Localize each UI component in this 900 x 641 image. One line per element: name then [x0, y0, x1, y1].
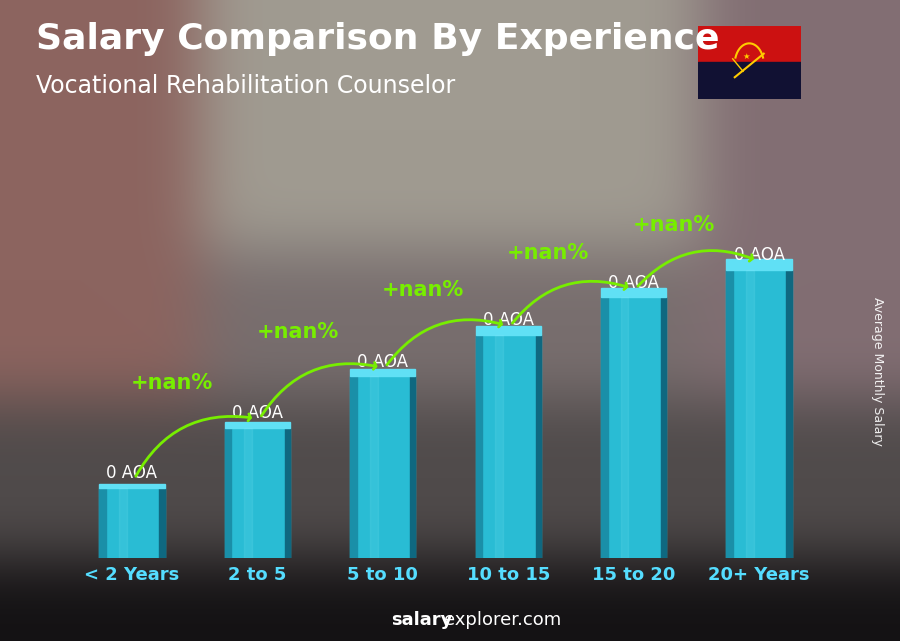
- Bar: [787, 269, 792, 558]
- Bar: [99, 484, 165, 488]
- Text: 0 AOA: 0 AOA: [482, 311, 534, 329]
- Text: +nan%: +nan%: [256, 322, 338, 342]
- Bar: [350, 376, 356, 558]
- Bar: [698, 26, 801, 62]
- Text: +nan%: +nan%: [131, 372, 213, 393]
- Bar: [225, 428, 231, 558]
- Bar: [99, 488, 165, 558]
- Bar: [746, 269, 754, 558]
- Text: ★: ★: [742, 52, 751, 61]
- Text: 0 AOA: 0 AOA: [734, 246, 785, 264]
- Bar: [661, 297, 666, 558]
- Bar: [475, 335, 541, 558]
- Bar: [536, 335, 541, 558]
- Bar: [698, 62, 801, 99]
- Bar: [475, 326, 541, 335]
- Text: 0 AOA: 0 AOA: [357, 353, 409, 371]
- Bar: [159, 488, 165, 558]
- Text: +nan%: +nan%: [633, 215, 715, 235]
- Bar: [350, 376, 416, 558]
- Text: 0 AOA: 0 AOA: [232, 404, 283, 422]
- Bar: [601, 288, 666, 297]
- Bar: [601, 297, 608, 558]
- Bar: [621, 297, 628, 558]
- Text: 0 AOA: 0 AOA: [608, 274, 659, 292]
- Bar: [726, 269, 733, 558]
- Text: 0 AOA: 0 AOA: [106, 464, 158, 483]
- Bar: [99, 488, 106, 558]
- Bar: [350, 369, 416, 376]
- Text: Vocational Rehabilitation Counselor: Vocational Rehabilitation Counselor: [36, 74, 455, 97]
- Bar: [119, 488, 127, 558]
- Text: Salary Comparison By Experience: Salary Comparison By Experience: [36, 22, 719, 56]
- Bar: [495, 335, 503, 558]
- Bar: [284, 428, 290, 558]
- Bar: [475, 335, 482, 558]
- Bar: [726, 259, 792, 269]
- Bar: [726, 269, 792, 558]
- Bar: [410, 376, 416, 558]
- Bar: [370, 376, 378, 558]
- Text: salary: salary: [392, 612, 453, 629]
- Text: explorer.com: explorer.com: [444, 612, 561, 629]
- Bar: [225, 428, 290, 558]
- Text: +nan%: +nan%: [508, 242, 590, 263]
- Text: +nan%: +nan%: [382, 279, 464, 300]
- Bar: [244, 428, 252, 558]
- Bar: [601, 297, 666, 558]
- Bar: [225, 422, 290, 428]
- Text: Average Monthly Salary: Average Monthly Salary: [871, 297, 884, 446]
